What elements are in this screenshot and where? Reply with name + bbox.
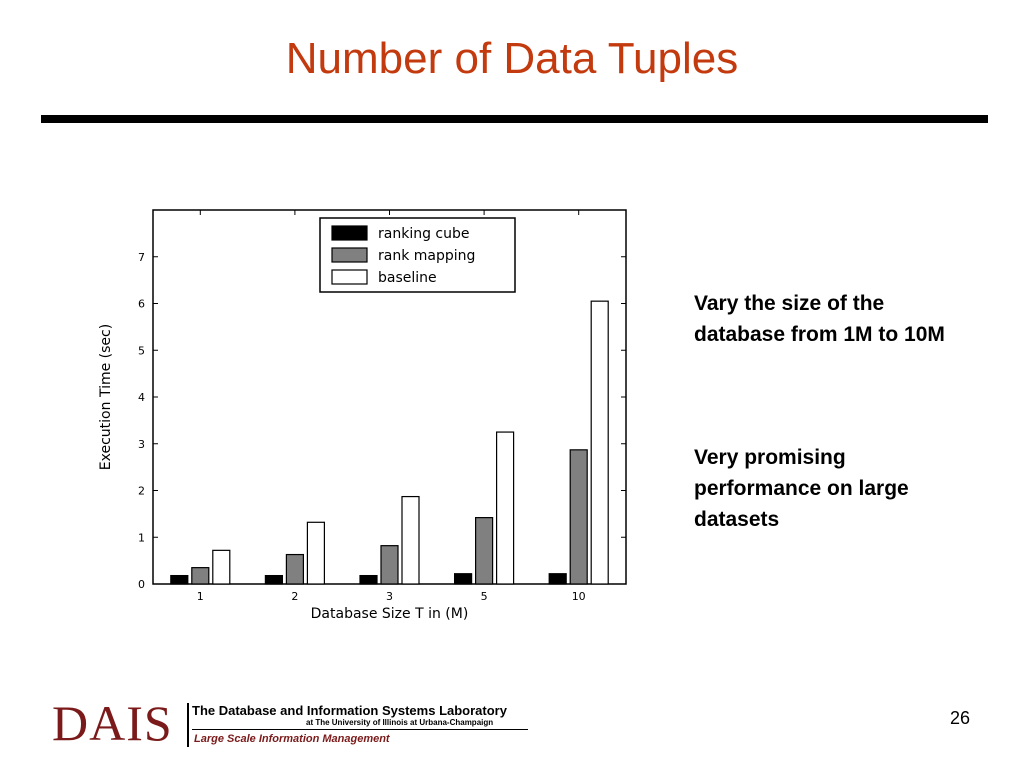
bar-rank-mapping	[191, 567, 210, 585]
x-tick-label: 2	[291, 590, 298, 603]
bullet-text-1: Vary the size of the database from 1M to…	[694, 292, 945, 346]
bar-ranking-cube	[548, 573, 567, 585]
y-tick-label: 7	[138, 251, 145, 264]
legend-label: rank mapping	[378, 248, 475, 264]
x-axis-label: Database Size T in (M)	[311, 606, 469, 622]
bar-rank-mapping	[380, 545, 399, 585]
y-tick-label: 4	[138, 391, 145, 404]
y-tick-label: 2	[138, 485, 145, 498]
bar-baseline	[496, 431, 515, 585]
bar-chart: 0 1 2 3 4 5 6 7 1 2 3 5 10 Database Size T in (M) Exec…	[98, 209, 627, 622]
y-tick-label: 3	[138, 438, 145, 451]
x-tick-label: 1	[197, 590, 204, 603]
title-divider	[41, 115, 988, 123]
y-tick-label: 1	[138, 531, 145, 544]
bar-ranking-cube	[264, 574, 283, 585]
lab-name: The Database and Information Systems Lab…	[192, 703, 507, 718]
legend-swatch	[331, 269, 368, 285]
y-tick-label: 6	[138, 298, 145, 311]
bar-baseline	[401, 495, 420, 585]
x-tick-label: 5	[481, 590, 488, 603]
bar-baseline	[306, 521, 325, 585]
x-tick-label: 10	[572, 590, 586, 603]
bar-rank-mapping	[285, 553, 304, 585]
bar-baseline	[212, 549, 231, 585]
footer-divider-vertical	[187, 703, 189, 747]
y-tick-label: 0	[138, 578, 145, 591]
bar-rank-mapping	[475, 517, 494, 585]
bar-baseline	[590, 300, 609, 585]
university-name: at The University of Illinois at Urbana-…	[306, 718, 494, 727]
legend-label: baseline	[378, 270, 437, 286]
dais-logo: DAIS	[52, 695, 173, 751]
footer-tagline: Large Scale Information Management	[194, 733, 390, 745]
bullet-text-2: Very promising performance on large data…	[694, 446, 909, 531]
bar-ranking-cube	[359, 574, 378, 585]
legend-swatch	[331, 225, 368, 241]
bar-ranking-cube	[170, 574, 189, 585]
footer-divider-horizontal	[192, 729, 528, 730]
slide-title: Number of Data Tuples	[285, 34, 739, 83]
legend-label: ranking cube	[378, 226, 470, 242]
y-tick-label: 5	[138, 344, 145, 357]
bar-rank-mapping	[569, 449, 588, 585]
page-number: 26	[949, 708, 970, 728]
y-axis-label: Execution Time (sec)	[98, 324, 114, 470]
x-tick-label: 3	[386, 590, 393, 603]
bar-ranking-cube	[454, 573, 473, 585]
legend-swatch	[331, 247, 368, 263]
